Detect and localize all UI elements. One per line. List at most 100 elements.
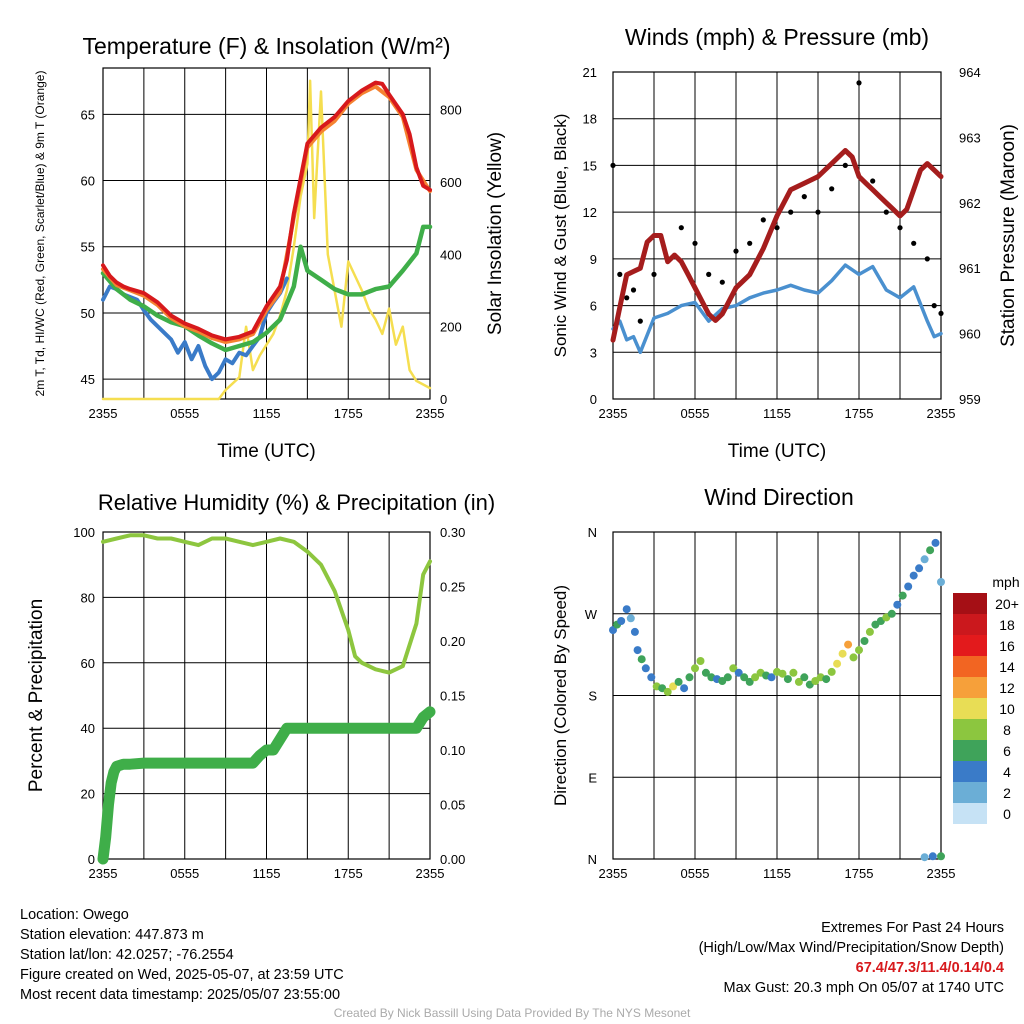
latlon-label: Station lat/lon: 42.0257; -76.2554 <box>20 947 234 963</box>
x-tick-label: 1155 <box>763 866 791 881</box>
gust-point <box>692 240 698 246</box>
y-tick-label: 100 <box>73 525 95 540</box>
gust-point <box>733 248 739 254</box>
direction-point <box>893 600 902 609</box>
legend-swatch <box>953 782 987 803</box>
gust-point <box>706 271 712 277</box>
direction-point <box>734 668 743 677</box>
y-tick-label: 45 <box>81 372 95 387</box>
direction-point <box>637 655 646 664</box>
x-tick-label: 2355 <box>89 866 118 881</box>
direction-point <box>617 617 626 625</box>
y-axis-title: Percent & Precipitation <box>26 599 47 792</box>
y-tick-label: 20 <box>81 787 95 802</box>
legend-swatch <box>953 719 987 740</box>
y-tick-label: 80 <box>81 590 95 605</box>
y2-tick-label: 200 <box>440 320 462 335</box>
y2-tick-label: 0.30 <box>440 525 465 540</box>
direction-point <box>630 627 639 636</box>
direction-point <box>723 673 732 682</box>
direction-point <box>920 555 929 564</box>
gust-point <box>747 240 753 246</box>
y-tick-label: N <box>588 852 597 867</box>
gust-point <box>842 162 848 168</box>
y-axis-title: Sonic Wind & Gust (Blue, Black) <box>551 114 570 358</box>
chart-title: Wind Direction <box>704 484 854 510</box>
y-tick-label: 65 <box>81 107 95 122</box>
direction-point <box>855 646 863 655</box>
gust-point <box>870 178 876 184</box>
y2-tick-label: 0.25 <box>440 580 465 595</box>
y2-tick-label: 964 <box>959 65 981 80</box>
direction-point <box>844 640 853 649</box>
direction-point <box>778 669 787 678</box>
direction-point <box>783 675 792 684</box>
direction-point <box>669 682 678 691</box>
legend-swatch <box>953 635 987 656</box>
series-line-2m-td <box>100 224 433 353</box>
max-gust-label: Max Gust: 20.3 mph On 05/07 at 1740 UTC <box>723 980 1004 996</box>
gust-point <box>815 209 821 215</box>
legend-swatch <box>953 677 987 698</box>
gust-point <box>911 240 917 246</box>
direction-point <box>609 626 617 635</box>
gust-point <box>829 186 835 192</box>
recent-data-label: Most recent data timestamp: 2025/05/07 2… <box>20 987 341 1003</box>
direction-point <box>767 673 776 682</box>
x-tick-label: 2355 <box>89 406 118 421</box>
x-tick-label: 0555 <box>681 866 710 881</box>
gust-point <box>624 295 630 301</box>
y2-tick-label: 0.00 <box>440 852 465 867</box>
gust-point <box>897 225 903 231</box>
direction-point <box>691 664 699 673</box>
x-tick-label: 2355 <box>927 866 956 881</box>
gust-point <box>774 225 780 231</box>
series-line-2m-t <box>101 80 432 342</box>
gust-point <box>924 256 930 262</box>
gust-point <box>788 209 794 215</box>
y2-tick-label: 800 <box>440 103 462 118</box>
gust-point <box>931 303 937 309</box>
x-tick-label: 1155 <box>253 406 281 421</box>
y2-tick-label: 400 <box>440 247 462 262</box>
y-tick-label: 60 <box>81 174 95 189</box>
elevation-label: Station elevation: 447.873 m <box>20 927 204 943</box>
y2-tick-label: 963 <box>959 130 981 145</box>
series-line-precipitation <box>97 706 436 865</box>
extremes-values: 67.4/47.3/11.4/0.14/0.4 <box>855 960 1004 976</box>
x-tick-label: 2355 <box>416 406 445 421</box>
y-tick-label: 6 <box>590 299 597 314</box>
legend-swatch <box>953 614 987 635</box>
chart-title: Temperature (F) & Insolation (W/m²) <box>82 33 450 59</box>
series-line-station-pressure <box>610 148 944 343</box>
direction-point <box>904 582 913 591</box>
x-tick-label: 2355 <box>599 406 628 421</box>
y-tick-label: 55 <box>81 240 95 255</box>
x-tick-label: 1155 <box>253 866 281 881</box>
gust-point <box>801 194 807 200</box>
direction-point <box>849 653 858 662</box>
legend-label: 2 <box>1003 785 1011 801</box>
plot-area-2: 0 3 6 9 12 15 18 21 959 960 961 962 963 964 2355 0555 11… <box>551 24 1019 462</box>
direction-point <box>865 627 874 636</box>
direction-point <box>789 668 798 677</box>
legend-swatch <box>953 656 987 677</box>
extremes-title: Extremes For Past 24 Hours <box>821 920 1004 936</box>
x-tick-label: 2355 <box>927 406 956 421</box>
y2-tick-label: 0.15 <box>440 689 465 704</box>
direction-point <box>696 657 705 665</box>
y-tick-label: E <box>588 770 597 785</box>
direction-point <box>822 675 831 684</box>
direction-point <box>915 564 924 573</box>
y2-tick-label: 961 <box>959 261 981 276</box>
direction-point <box>931 538 940 547</box>
y2-tick-label: 0 <box>440 392 447 407</box>
direction-point <box>701 668 710 677</box>
direction-point <box>898 591 907 600</box>
direction-point <box>920 853 929 862</box>
speed-legend: mph 20+ 18 16 14 12 10 8 6 4 2 0 <box>953 574 1020 824</box>
y-tick-label: 12 <box>583 205 597 220</box>
direction-point <box>647 673 656 682</box>
direction-point <box>674 677 683 686</box>
gust-point <box>678 225 684 231</box>
